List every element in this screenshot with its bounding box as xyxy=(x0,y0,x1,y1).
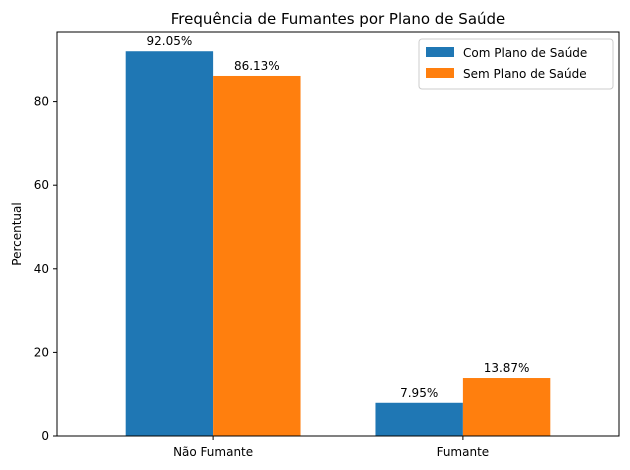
legend-box xyxy=(418,38,614,90)
bar-value-label: 13.87% xyxy=(484,361,530,375)
legend-label: Sem Plano de Saúde xyxy=(463,67,587,81)
x-tick-label: Não Fumante xyxy=(173,445,253,459)
x-tick-label: Fumante xyxy=(437,445,490,459)
y-tick-label: 60 xyxy=(34,178,49,192)
bar-com-plano-0 xyxy=(125,51,214,436)
legend-swatch xyxy=(426,47,454,57)
legend: Com Plano de Saúde Sem Plano de Saúde xyxy=(418,38,614,90)
bar-value-label: 86.13% xyxy=(234,59,280,73)
legend-label: Com Plano de Saúde xyxy=(463,46,587,60)
chart-title: Frequência de Fumantes por Plano de Saúd… xyxy=(171,10,506,28)
axes-frame xyxy=(56,31,620,437)
y-tick-label: 40 xyxy=(34,262,49,276)
legend-swatch xyxy=(426,68,454,78)
plot-area: 92.05% 7.95% 86.13% 13.87% Não Fumante Fumant… xyxy=(34,34,551,459)
bar-sem-plano-1 xyxy=(462,378,551,436)
bar-sem-plano-0 xyxy=(213,75,301,436)
bar-value-label: 92.05% xyxy=(147,34,193,48)
y-axis-label: Percentual xyxy=(10,202,24,265)
y-tick-label: 80 xyxy=(34,95,49,109)
bar-value-label: 7.95% xyxy=(400,386,438,400)
y-tick-label: 20 xyxy=(34,345,49,359)
y-tick-label: 0 xyxy=(41,429,49,443)
bar-com-plano-1 xyxy=(375,402,463,436)
